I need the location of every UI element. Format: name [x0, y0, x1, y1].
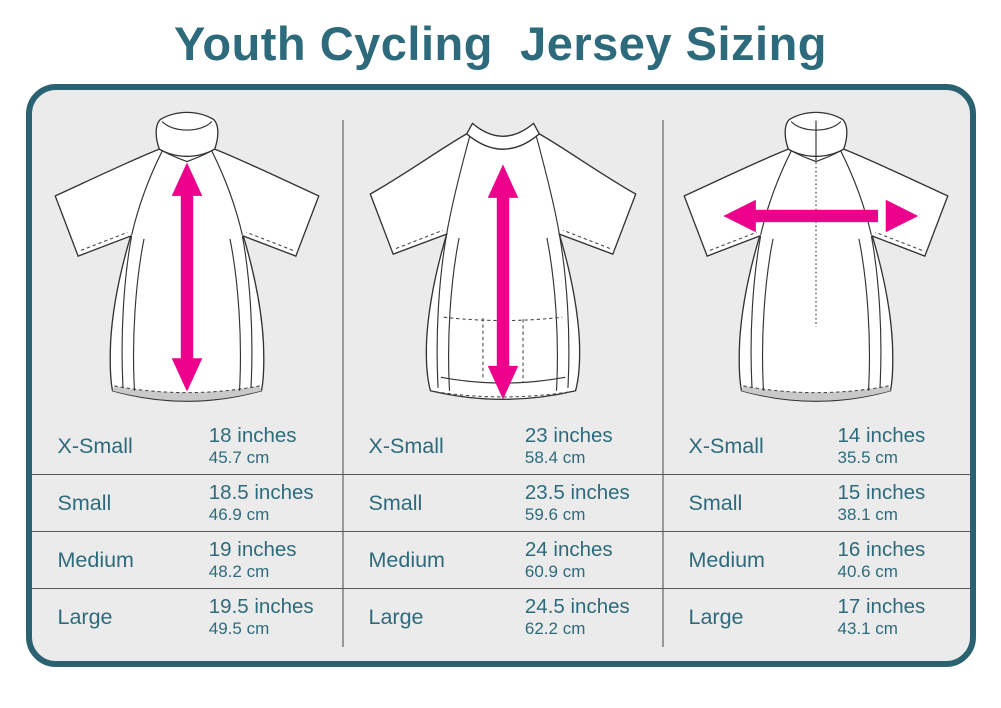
jersey-chest-diagram — [683, 111, 949, 402]
size-label: Medium — [57, 547, 134, 572]
size-label: Small — [57, 490, 112, 515]
cm-value: 49.5 cm — [208, 618, 270, 638]
cm-value: 60.9 cm — [524, 561, 586, 581]
measurement: 16 inches 40.6 cm — [837, 538, 926, 581]
measurement: 17 inches 43.1 cm — [837, 595, 926, 638]
cm-value: 38.1 cm — [837, 504, 898, 524]
chest-width-size-table: X-Small 14 inches 35.5 cm Small 15 inche… — [662, 418, 970, 645]
measurement: 15 inches 38.1 cm — [837, 481, 926, 524]
inches-value: 24.5 inches — [524, 595, 630, 618]
column-divider — [341, 120, 344, 647]
inches-value: 15 inches — [837, 481, 926, 504]
cm-value: 46.9 cm — [208, 504, 270, 524]
measurement: 24 inches 60.9 cm — [524, 538, 613, 581]
cm-value: 35.5 cm — [837, 447, 898, 467]
table-row: Medium 24 inches 60.9 cm — [342, 531, 663, 588]
table-row: Large 17 inches 43.1 cm — [662, 588, 970, 645]
size-label: Medium — [688, 547, 765, 572]
measurement: 14 inches 35.5 cm — [837, 424, 926, 467]
table-row: Large 24.5 inches 62.2 cm — [342, 588, 663, 645]
table-row: X-Small 23 inches 58.4 cm — [343, 418, 663, 474]
inches-value: 18.5 inches — [208, 481, 314, 504]
inches-value: 23 inches — [524, 424, 613, 447]
cm-value: 43.1 cm — [837, 618, 898, 638]
table-row: Small 23.5 inches 59.6 cm — [342, 474, 663, 531]
size-label: X-Small — [688, 433, 764, 458]
length-arrow — [171, 162, 203, 392]
cm-value: 40.6 cm — [837, 561, 898, 581]
page-title: Youth Cycling Jersey Sizing — [174, 17, 827, 70]
chest-width-arrow — [723, 199, 919, 233]
length-arrow — [487, 164, 518, 400]
inches-value: 18 inches — [208, 424, 297, 447]
table-row: Medium 16 inches 40.6 cm — [662, 531, 970, 588]
back-length-size-table: X-Small 23 inches 58.4 cm Small 23.5 inc… — [342, 418, 663, 645]
measurement: 23.5 inches 59.6 cm — [524, 481, 630, 524]
jersey-back-diagram — [368, 122, 637, 400]
size-label: Large — [368, 604, 424, 629]
inches-value: 16 inches — [837, 538, 926, 561]
table-row: X-Small 14 inches 35.5 cm — [663, 418, 970, 474]
size-label: X-Small — [368, 433, 444, 458]
jersey-front-diagram — [54, 111, 320, 402]
inches-value: 19.5 inches — [208, 595, 314, 618]
size-label: Small — [688, 490, 743, 515]
inches-value: 19 inches — [208, 538, 297, 561]
size-label: Large — [688, 604, 744, 629]
table-row: Small 15 inches 38.1 cm — [662, 474, 970, 531]
inches-value: 23.5 inches — [524, 481, 630, 504]
table-row: X-Small 18 inches 45.7 cm — [32, 418, 343, 474]
section-front-length: X-Small 18 inches 45.7 cm Small 18.5 inc… — [31, 90, 343, 661]
column-divider — [661, 120, 664, 647]
measurement: 19 inches 48.2 cm — [208, 538, 297, 581]
table-row: Small 18.5 inches 46.9 cm — [31, 474, 343, 531]
cm-value: 48.2 cm — [208, 561, 270, 581]
cm-value: 59.6 cm — [524, 504, 586, 524]
size-label: X-Small — [57, 433, 133, 458]
inches-value: 17 inches — [837, 595, 926, 618]
size-label: Large — [57, 604, 113, 629]
size-label: Small — [368, 490, 423, 515]
measurement: 18.5 inches 46.9 cm — [208, 481, 314, 524]
section-chest-width: X-Small 14 inches 35.5 cm Small 15 inche… — [662, 90, 970, 661]
inches-value: 24 inches — [524, 538, 613, 561]
section-back-length: X-Small 23 inches 58.4 cm Small 23.5 inc… — [342, 90, 663, 661]
front-length-size-table: X-Small 18 inches 45.7 cm Small 18.5 inc… — [31, 418, 343, 645]
measurement: 23 inches 58.4 cm — [524, 424, 613, 467]
inches-value: 14 inches — [837, 424, 926, 447]
cm-value: 62.2 cm — [524, 618, 586, 638]
table-row: Medium 19 inches 48.2 cm — [31, 531, 343, 588]
sizing-panel: X-Small 18 inches 45.7 cm Small 18.5 inc… — [25, 84, 976, 667]
measurement: 19.5 inches 49.5 cm — [208, 595, 314, 638]
measurement: 18 inches 45.7 cm — [208, 424, 297, 467]
table-row: Large 19.5 inches 49.5 cm — [31, 588, 343, 645]
measurement: 24.5 inches 62.2 cm — [524, 595, 630, 638]
cm-value: 58.4 cm — [524, 447, 586, 467]
cm-value: 45.7 cm — [208, 447, 270, 467]
size-label: Medium — [368, 547, 445, 572]
